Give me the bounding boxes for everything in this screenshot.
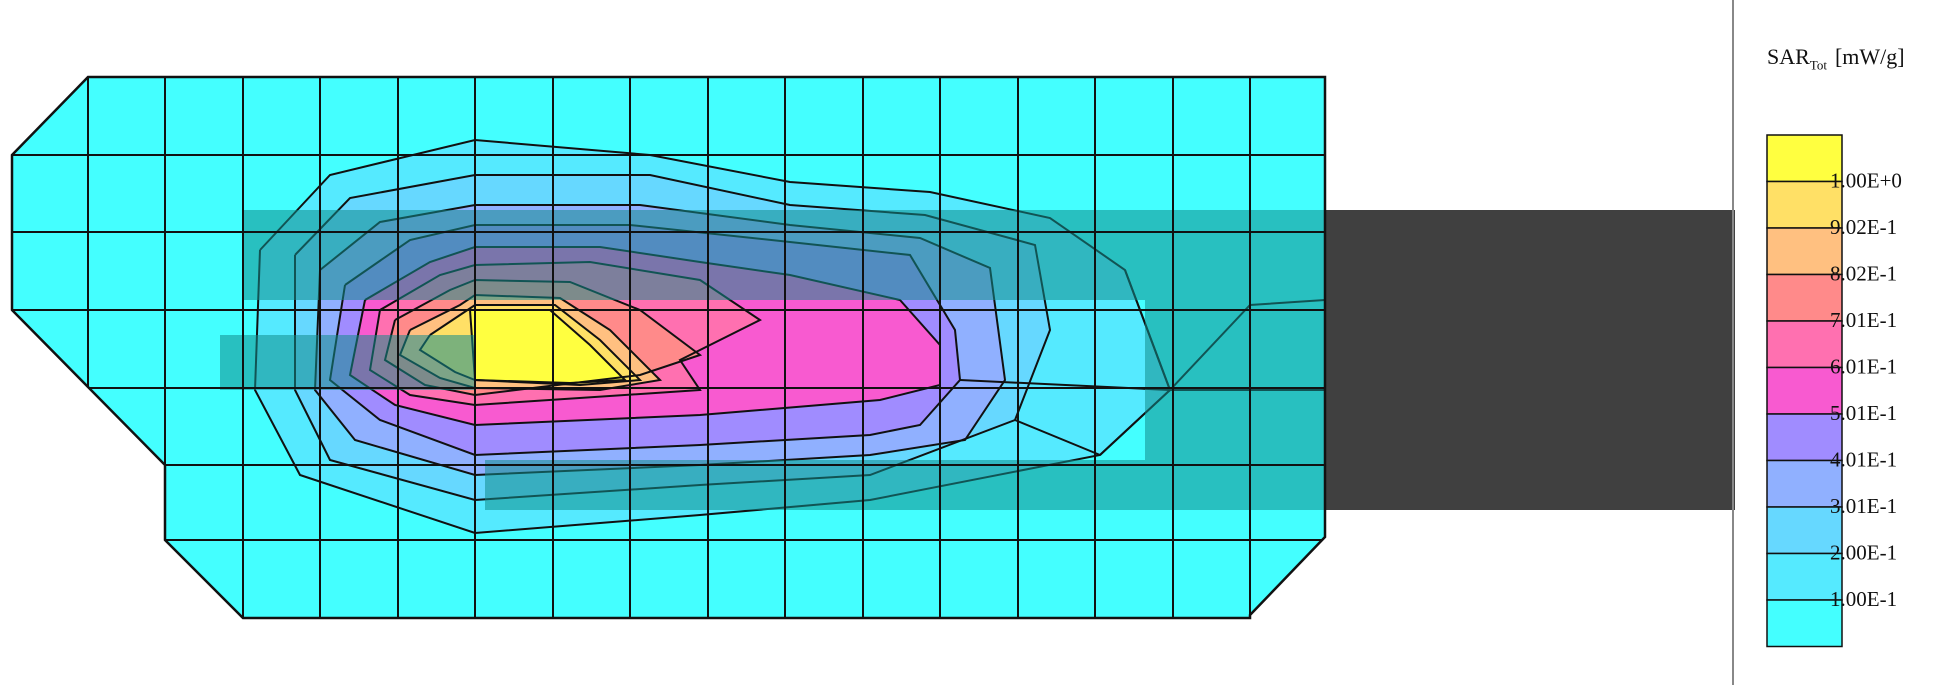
- scan-area-outline: [10, 75, 1327, 620]
- legend-swatch: [1766, 366, 1843, 415]
- legend-swatch: [1766, 227, 1843, 276]
- contour-bands: [12, 77, 1325, 618]
- legend-labels: 1.00E+0 9.02E-1 8.02E-1 7.01E-1 6.01E-1 5.01E…: [1830, 169, 1902, 612]
- legend-swatch: [1766, 599, 1843, 648]
- legend-swatch: [1766, 552, 1843, 601]
- legend-tick-label: 4.01E-1: [1830, 448, 1897, 472]
- contour-line: [313, 204, 1007, 477]
- legend-tick-label: 7.01E-1: [1830, 308, 1897, 332]
- legend-title: SARTot [mW/g]: [1767, 44, 1905, 73]
- legend-tick-label: 3.01E-1: [1830, 494, 1897, 518]
- measurement-grid: [12, 77, 1325, 618]
- legend-tick-label: 9.02E-1: [1830, 215, 1897, 239]
- legend-tick-label: 1.00E+0: [1830, 169, 1902, 193]
- legend-tick-label: 5.01E-1: [1830, 401, 1897, 425]
- contour-line: [294, 174, 1052, 502]
- contour-band-9: [470, 310, 625, 383]
- legend-swatch: [1766, 413, 1843, 462]
- legend-tick-label: 6.01E-1: [1830, 355, 1897, 379]
- contour-line: [1014, 419, 1101, 456]
- legend-swatch: [1766, 320, 1843, 369]
- legend-color-bar: [1766, 134, 1843, 648]
- legend-tick-label: 2.00E-1: [1830, 541, 1897, 565]
- phantom-block: [1325, 210, 1735, 510]
- legend-tick-label: 8.02E-1: [1830, 262, 1897, 286]
- legend-tick-label: 1.00E-1: [1830, 587, 1897, 611]
- legend-swatch: [1766, 506, 1843, 555]
- legend-swatch: [1766, 273, 1843, 322]
